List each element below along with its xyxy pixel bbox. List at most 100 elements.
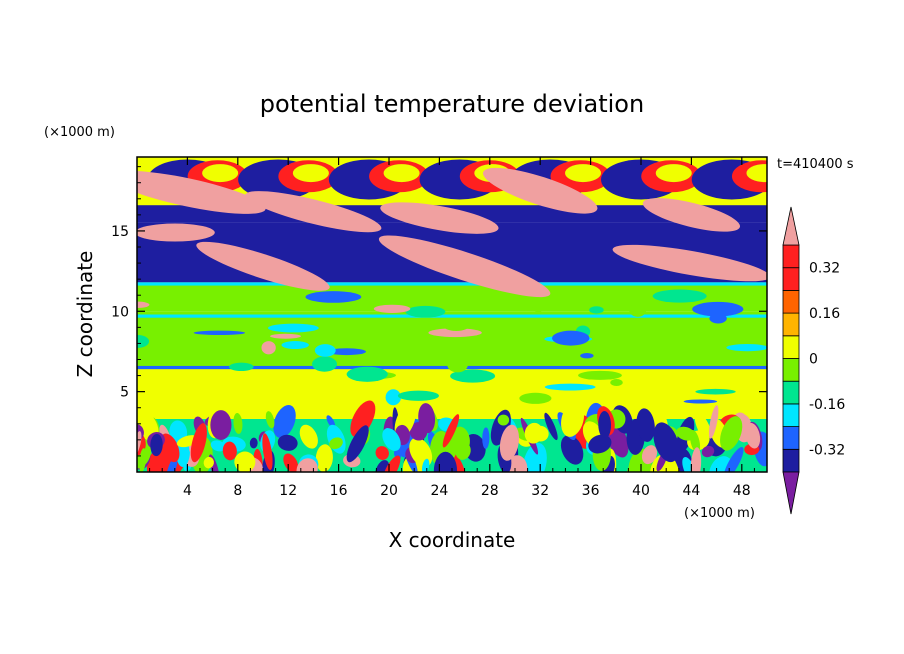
turbulent-eddy — [233, 412, 243, 434]
turbulent-eddy — [190, 423, 207, 463]
x-unit-label: (×1000 m) — [684, 506, 755, 521]
turbulent-eddy — [669, 456, 682, 472]
turbulent-eddy — [299, 424, 318, 449]
mid-patch — [450, 369, 496, 383]
mid-patch — [589, 306, 604, 314]
x-tick-label: 48 — [733, 483, 751, 499]
turbulent-eddy — [315, 444, 333, 472]
warm-anomaly — [137, 223, 215, 242]
turbulent-eddy — [382, 428, 401, 451]
mid-patch — [373, 304, 411, 313]
x-tick-label: 36 — [582, 483, 600, 499]
turbulent-eddy — [676, 426, 695, 441]
turbulent-eddy — [708, 405, 719, 439]
time-label: t=410400 s — [777, 157, 854, 172]
turbulent-eddy — [203, 456, 214, 469]
turbulent-eddy — [382, 455, 401, 472]
mid-patch — [229, 362, 254, 372]
plot-area — [137, 157, 767, 472]
mid-patch — [405, 305, 446, 318]
mid-patch — [629, 303, 647, 317]
colorbar: 0.32 0.16 0 -0.16 -0.32 — [782, 206, 845, 515]
x-tick-label: 4 — [183, 483, 192, 499]
turbulent-eddy — [165, 455, 178, 472]
colorbar-bin — [782, 403, 800, 427]
colorbar-label: 0.32 — [809, 261, 840, 277]
turbulent-eddy — [375, 446, 389, 460]
mid-patch — [726, 344, 767, 352]
turbulent-eddy — [350, 400, 376, 438]
wave-crest-core — [746, 164, 767, 183]
turbulent-eddy — [641, 445, 658, 465]
turbulent-eddy — [522, 442, 547, 472]
turbulent-eddy — [222, 441, 237, 461]
turbulent-eddy — [560, 434, 584, 465]
x-tick-label: 32 — [531, 483, 549, 499]
turbulent-eddy — [210, 440, 226, 452]
turbulent-eddy — [234, 451, 256, 472]
stripe-5 — [137, 205, 767, 209]
colorbar-label: -0.16 — [809, 397, 845, 413]
y-axis-title: Z coordinate — [73, 251, 97, 378]
turbulent-eddy — [690, 447, 702, 472]
wave-crest-core — [655, 164, 692, 183]
warm-anomaly — [380, 202, 499, 234]
x-axis-title: X coordinate — [389, 528, 516, 552]
x-tick-label: 28 — [481, 483, 499, 499]
turbulent-eddy — [277, 434, 298, 451]
stripe-1 — [137, 314, 767, 318]
mid-patch — [346, 366, 388, 382]
turbulent-eddy — [422, 458, 430, 472]
turbulent-eddy — [265, 411, 275, 429]
colorbar-bin — [782, 448, 800, 473]
wave-crest-core — [383, 164, 420, 183]
turbulent-eddy — [720, 416, 743, 451]
colorbar-label: -0.32 — [809, 442, 845, 458]
mid-patch — [428, 328, 482, 338]
x-axis: 4 8 12 16 20 24 28 32 36 40 44 48 — [149, 157, 755, 499]
turbulent-eddy — [745, 422, 761, 449]
turbulent-eddy — [636, 408, 655, 442]
mid-patch — [261, 341, 276, 355]
colorbar-bin — [782, 312, 800, 337]
y-axis: 5 10 15 — [111, 166, 767, 457]
turbulent-eddy — [296, 458, 318, 472]
mid-patch — [578, 370, 622, 380]
y-tick-label: 10 — [111, 304, 129, 320]
stripe-4 — [137, 245, 767, 249]
mid-patch — [461, 317, 515, 328]
mid-patch — [137, 334, 150, 348]
turbulent-eddy — [249, 437, 258, 449]
turbulent-eddy — [283, 453, 299, 472]
mid-patch — [193, 330, 246, 336]
mid-patch — [385, 389, 401, 406]
x-tick-label: 40 — [632, 483, 650, 499]
x-tick-label: 44 — [682, 483, 700, 499]
chart-title: potential temperature deviation — [260, 90, 644, 118]
mid-patch — [312, 356, 338, 372]
turbulent-eddy — [442, 414, 460, 448]
colorbar-label: 0.16 — [809, 306, 840, 322]
turbulent-eddy — [588, 434, 612, 454]
colorbar-label: 0 — [809, 352, 818, 368]
mid-patch — [267, 323, 319, 333]
wave-crest-core — [565, 164, 602, 183]
colorbar-bin — [782, 244, 800, 269]
x-tick-label: 12 — [279, 483, 297, 499]
mid-patch — [397, 390, 439, 401]
mid-patch — [683, 399, 718, 404]
turbulent-eddy — [650, 454, 674, 472]
y-tick-label: 5 — [120, 385, 129, 401]
turbulent-eddy — [561, 401, 585, 437]
turbulent-eddy — [482, 427, 490, 449]
turbulent-eddy — [329, 437, 343, 450]
turbulent-eddy — [598, 410, 612, 439]
turbulent-eddy — [262, 433, 273, 471]
stripe-3 — [137, 282, 767, 286]
turbulent-eddy — [346, 425, 369, 463]
mid-patch — [695, 388, 736, 395]
turbulent-eddy — [524, 422, 543, 444]
colorbar-under-arrow — [782, 471, 800, 515]
mid-patch — [270, 333, 301, 339]
